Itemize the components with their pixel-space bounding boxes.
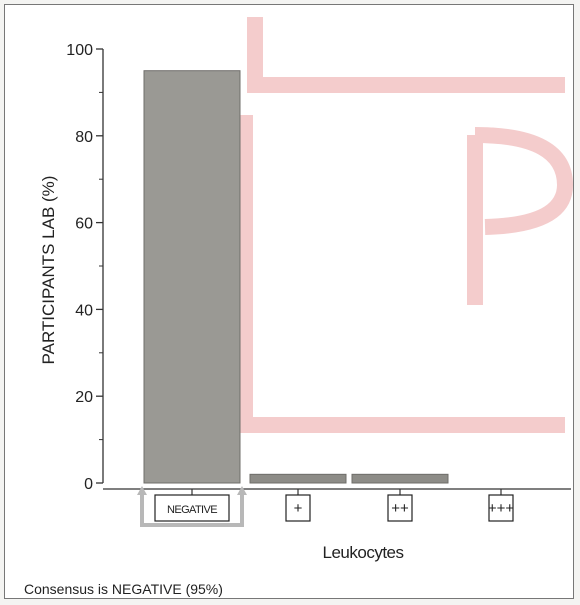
x-category-label: +++ [488, 500, 515, 517]
y-tick-label: 40 [75, 302, 93, 319]
x-axis-label: Leukocytes [323, 543, 404, 562]
x-category-label: NEGATIVE [167, 504, 217, 516]
x-category-label: + [294, 500, 303, 517]
x-categories: NEGATIVE + ++ +++ [137, 486, 515, 527]
category-box [387, 494, 413, 522]
bar-1 [249, 473, 347, 484]
x-category-label: ++ [391, 500, 409, 517]
bar-0 [143, 70, 241, 484]
bars [143, 70, 449, 484]
y-tick-label: 20 [75, 389, 93, 406]
watermark-logo [237, 17, 573, 433]
y-ticks: 0 20 40 60 80 100 [66, 42, 103, 493]
bar-2 [351, 473, 449, 484]
consensus-note: Consensus is NEGATIVE (95%) [24, 581, 223, 597]
highlight-bracket [140, 493, 244, 527]
chart-panel: 0 20 40 60 80 100 NEGATIVE + ++ +++ PARTICIPANTS… [4, 4, 574, 599]
y-tick-label: 60 [75, 216, 93, 233]
y-tick-label: 80 [75, 129, 93, 146]
category-box [285, 494, 311, 522]
y-axis-label: PARTICIPANTS LAB (%) [39, 176, 58, 365]
y-tick-label: 100 [66, 42, 93, 59]
category-box [154, 494, 230, 522]
category-box [488, 494, 514, 522]
y-tick-label: 0 [84, 476, 93, 493]
